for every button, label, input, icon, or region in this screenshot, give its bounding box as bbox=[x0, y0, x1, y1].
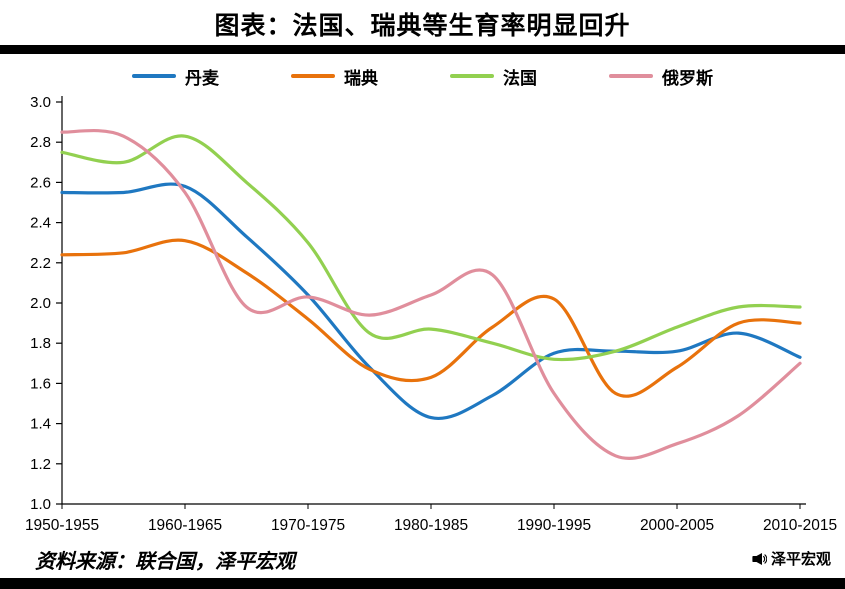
series-line-法国 bbox=[60, 134, 802, 362]
brand-logo: 泽平宏观 bbox=[751, 548, 831, 569]
bottom-bar bbox=[0, 578, 845, 589]
legend-label: 俄罗斯 bbox=[662, 68, 713, 88]
y-tick-label: 1.4 bbox=[30, 416, 51, 433]
megaphone-icon bbox=[752, 552, 767, 565]
y-tick-label: 1.8 bbox=[30, 335, 51, 352]
brand-logo-text: 泽平宏观 bbox=[770, 551, 831, 568]
x-tick-label: 1950-1955 bbox=[25, 517, 99, 534]
x-tick-label: 1970-1975 bbox=[271, 517, 345, 534]
x-tick-label: 1960-1965 bbox=[148, 517, 222, 534]
y-tick-label: 2.6 bbox=[30, 174, 51, 191]
legend-item-丹麦: 丹麦 bbox=[132, 64, 219, 89]
y-tick-label: 2.8 bbox=[30, 134, 51, 151]
legend-item-俄罗斯: 俄罗斯 bbox=[609, 64, 713, 89]
y-tick-label: 3.0 bbox=[30, 94, 51, 111]
y-tick-label: 2.0 bbox=[30, 295, 51, 312]
title-divider-bar bbox=[0, 45, 845, 54]
legend-line-swatch bbox=[132, 74, 176, 78]
footer: 资料来源：联合国，泽平宏观 泽平宏观 bbox=[0, 542, 845, 574]
legend-line-swatch bbox=[450, 74, 494, 78]
x-tick-label: 1980-1985 bbox=[394, 517, 468, 534]
legend-line-swatch bbox=[291, 74, 335, 78]
fertility-line-chart: 3.0 2.8 2.6 2.4 2.2 2.0 1.8 1.6 1.4 1.2 1.0 1950-19… bbox=[25, 94, 837, 534]
y-tick-label: 1.2 bbox=[30, 456, 51, 473]
legend-item-瑞典: 瑞典 bbox=[291, 64, 378, 89]
legend-label: 法国 bbox=[503, 68, 537, 88]
chart-title: 图表：法国、瑞典等生育率明显回升 bbox=[214, 12, 631, 40]
chart-area: 3.0 2.8 2.6 2.4 2.2 2.0 1.8 1.6 1.4 1.2 1.0 1950-19… bbox=[0, 90, 845, 542]
y-tick-label: 2.2 bbox=[30, 255, 51, 272]
source-note: 资料来源：联合国，泽平宏观 bbox=[35, 551, 295, 573]
x-tick-label: 2010-2015 bbox=[763, 517, 837, 534]
x-tick-label: 2000-2005 bbox=[640, 517, 714, 534]
legend-label: 瑞典 bbox=[344, 68, 378, 88]
series-line-俄罗斯 bbox=[60, 128, 802, 460]
y-tick-label: 1.6 bbox=[30, 375, 51, 392]
legend-label: 丹麦 bbox=[185, 68, 219, 88]
series-line-瑞典 bbox=[60, 238, 802, 398]
y-tick-label: 2.4 bbox=[30, 215, 51, 232]
legend: 丹麦 瑞典 法国 俄罗斯 bbox=[0, 62, 845, 90]
y-tick-label: 1.0 bbox=[30, 496, 51, 513]
series-line-丹麦 bbox=[60, 182, 802, 421]
legend-item-法国: 法国 bbox=[450, 64, 537, 89]
legend-line-swatch bbox=[609, 74, 653, 78]
x-tick-label: 1990-1995 bbox=[517, 517, 591, 534]
